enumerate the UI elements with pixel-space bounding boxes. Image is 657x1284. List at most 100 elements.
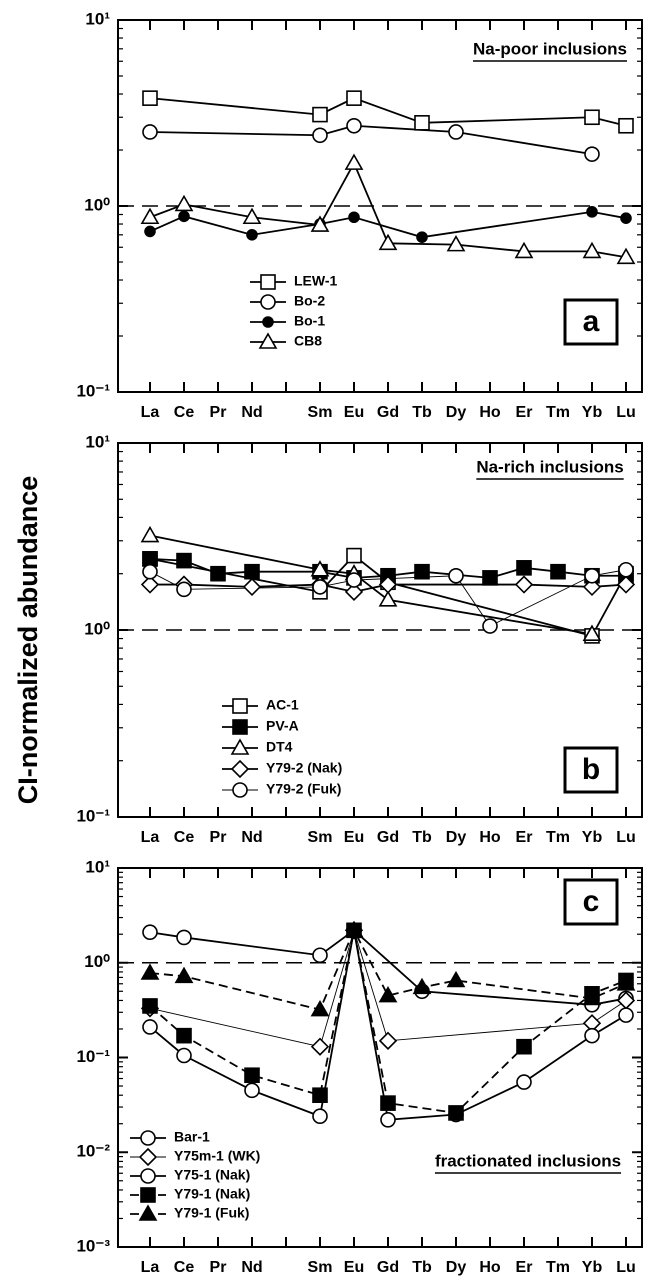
data-point bbox=[142, 90, 158, 106]
data-point bbox=[620, 212, 632, 224]
data-point bbox=[142, 124, 158, 140]
data-point bbox=[142, 563, 158, 580]
y-tick-label: 10⁻² bbox=[76, 1142, 110, 1161]
y-tick-label: 10⁻¹ bbox=[76, 1047, 110, 1066]
x-tick-label: Tb bbox=[412, 829, 432, 846]
data-point bbox=[176, 929, 192, 946]
x-tick-label: Sm bbox=[308, 1259, 333, 1276]
data-point bbox=[176, 581, 192, 598]
x-tick-label: Gd bbox=[377, 1259, 399, 1276]
series-line bbox=[149, 930, 627, 1114]
annotation: Na-poor inclusions bbox=[473, 39, 627, 58]
y-tick-label: 10⁻³ bbox=[76, 1236, 110, 1255]
x-tick-label: Eu bbox=[344, 404, 364, 421]
data-point bbox=[516, 560, 532, 576]
x-tick-label: Ce bbox=[174, 404, 195, 421]
legend-label: LEW-1 bbox=[294, 273, 337, 289]
legend-label: AC-1 bbox=[266, 697, 299, 713]
legend-marker bbox=[262, 316, 274, 328]
data-point bbox=[582, 241, 602, 259]
y-tick-label: 10⁰ bbox=[84, 952, 110, 971]
data-point bbox=[176, 1047, 192, 1064]
data-point bbox=[346, 547, 362, 564]
x-tick-label: Ho bbox=[479, 404, 501, 421]
data-point bbox=[482, 618, 498, 634]
legend-marker bbox=[138, 1147, 158, 1167]
series-line bbox=[149, 161, 627, 259]
x-tick-label: Gd bbox=[377, 829, 399, 846]
legend-label: Y75-1 (Nak) bbox=[174, 1167, 250, 1183]
data-point bbox=[618, 117, 634, 134]
x-tick-label: Tm bbox=[546, 404, 570, 421]
annotation: Na-rich inclusions bbox=[476, 457, 623, 476]
x-tick-label: Tb bbox=[412, 404, 432, 421]
data-point bbox=[584, 109, 600, 126]
data-point bbox=[312, 1087, 328, 1104]
data-point bbox=[380, 1095, 396, 1111]
data-point bbox=[312, 127, 328, 144]
legend-marker bbox=[258, 332, 278, 349]
data-point bbox=[244, 563, 260, 580]
x-tick-label: La bbox=[141, 1259, 160, 1276]
x-tick-label: Yb bbox=[582, 829, 603, 846]
data-point bbox=[310, 1000, 330, 1017]
x-tick-label: Lu bbox=[616, 1259, 636, 1276]
data-point bbox=[616, 247, 636, 265]
data-point bbox=[242, 207, 262, 225]
data-point bbox=[140, 525, 160, 543]
data-point bbox=[312, 1108, 328, 1125]
data-point bbox=[312, 947, 328, 964]
data-point bbox=[584, 146, 600, 162]
data-point bbox=[344, 920, 364, 938]
data-point bbox=[378, 1031, 398, 1050]
legend-marker bbox=[138, 1204, 158, 1221]
data-point bbox=[174, 966, 194, 984]
y-axis-label: CI-normalized abundance bbox=[13, 476, 43, 805]
x-tick-label: Er bbox=[516, 404, 533, 421]
data-point bbox=[178, 210, 190, 223]
y-tick-label: 10⁻¹ bbox=[76, 381, 110, 400]
legend-marker bbox=[230, 738, 250, 755]
data-point bbox=[616, 974, 636, 991]
x-tick-label: Yb bbox=[582, 404, 603, 421]
data-point bbox=[242, 577, 262, 597]
data-point bbox=[582, 988, 602, 1006]
data-point bbox=[142, 1019, 158, 1035]
data-point bbox=[586, 206, 598, 218]
x-tick-label: Lu bbox=[616, 404, 636, 421]
data-point bbox=[514, 575, 534, 594]
y-tick-label: 10⁻¹ bbox=[76, 806, 110, 825]
data-point bbox=[346, 572, 362, 588]
series-line bbox=[149, 928, 627, 1011]
data-point bbox=[516, 1074, 532, 1090]
data-point bbox=[176, 1027, 192, 1044]
series-line bbox=[149, 124, 593, 156]
data-point bbox=[618, 561, 634, 578]
data-point bbox=[446, 970, 466, 988]
data-point bbox=[616, 575, 636, 594]
legend-label: CB8 bbox=[294, 333, 322, 349]
x-tick-label: Dy bbox=[446, 404, 467, 421]
x-tick-label: Nd bbox=[241, 1259, 262, 1276]
data-point bbox=[448, 567, 464, 584]
data-point bbox=[144, 225, 156, 238]
y-tick-label: 10⁰ bbox=[84, 619, 110, 638]
panel-label: b bbox=[582, 753, 600, 786]
data-point bbox=[414, 563, 430, 580]
x-tick-label: La bbox=[141, 404, 160, 421]
data-point bbox=[176, 552, 192, 569]
data-point bbox=[142, 924, 158, 941]
legend-marker bbox=[260, 274, 276, 290]
legend-label: Y79-2 (Fuk) bbox=[266, 781, 341, 797]
y-tick-label: 10¹ bbox=[85, 857, 110, 876]
legend-label: DT4 bbox=[266, 739, 293, 755]
data-point bbox=[244, 1067, 260, 1084]
x-tick-label: Er bbox=[516, 1259, 533, 1276]
data-point bbox=[584, 1027, 600, 1044]
x-tick-label: Tb bbox=[412, 1259, 432, 1276]
data-point bbox=[514, 241, 534, 259]
legend-marker bbox=[230, 759, 250, 779]
series-line bbox=[149, 210, 627, 239]
data-point bbox=[310, 1037, 330, 1056]
